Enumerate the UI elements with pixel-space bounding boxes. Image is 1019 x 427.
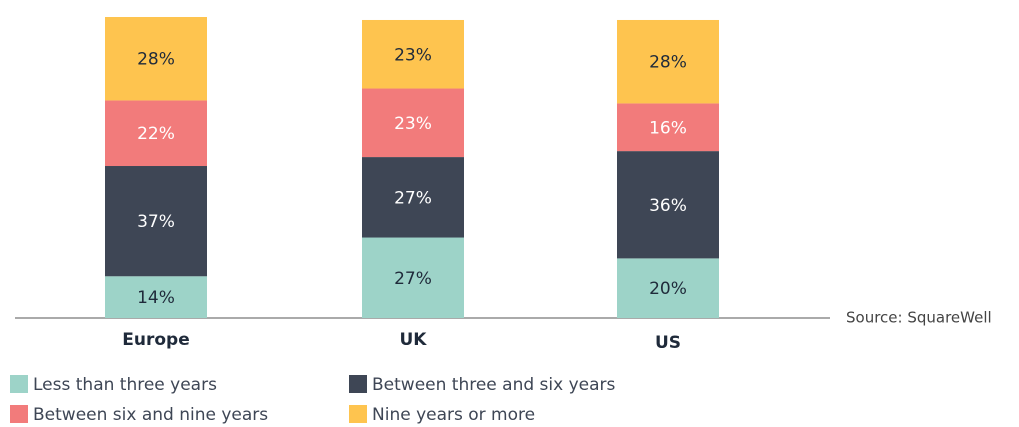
bar-segment — [617, 19, 719, 104]
bar-segment — [362, 88, 464, 158]
bar-segment — [105, 166, 207, 277]
legend-label: Between six and nine years — [33, 405, 268, 425]
data-label: 28% — [137, 50, 175, 70]
x-tick-label: Europe — [122, 330, 189, 350]
data-label: 16% — [649, 118, 687, 138]
bar-segment — [105, 100, 207, 167]
legend-swatch — [10, 405, 28, 423]
bar-segment — [617, 258, 719, 318]
data-label: 14% — [137, 288, 175, 308]
x-tick-label: US — [655, 333, 681, 353]
legend-swatch — [349, 405, 367, 423]
bar-segment — [362, 237, 464, 318]
x-tick-label: UK — [400, 330, 428, 350]
bar-segment — [105, 17, 207, 101]
legend-label: Between three and six years — [372, 375, 616, 395]
legend-swatch — [10, 375, 28, 393]
data-label: 20% — [649, 279, 687, 299]
data-label: 22% — [137, 124, 175, 144]
bar-segment — [617, 103, 719, 152]
bar-segment — [617, 151, 719, 259]
data-label: 23% — [394, 45, 432, 65]
source-note: Source: SquareWell — [846, 309, 992, 327]
data-label: 36% — [649, 196, 687, 216]
data-label: 28% — [649, 53, 687, 73]
bar-segment — [362, 19, 464, 89]
data-label: 23% — [394, 114, 432, 134]
data-label: 37% — [137, 212, 175, 232]
bar-segment — [362, 157, 464, 238]
bar-segment — [105, 276, 207, 318]
data-label: 27% — [394, 269, 432, 289]
data-label: 27% — [394, 188, 432, 208]
legend-label: Nine years or more — [372, 405, 535, 425]
legend-label: Less than three years — [33, 375, 217, 395]
legend-swatch — [349, 375, 367, 393]
